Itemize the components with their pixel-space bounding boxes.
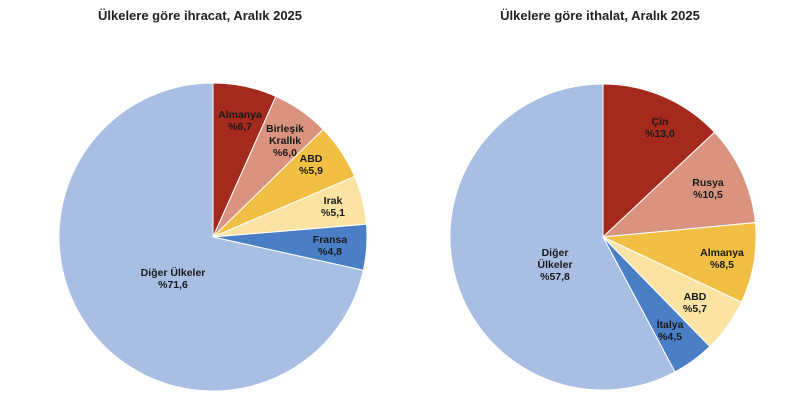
pie-slice-diğer xyxy=(449,83,676,391)
slice-label-almanya: Almanya %6,7 xyxy=(218,109,262,133)
export-pie-chart: Ülkelere göre ihracat, Aralık 2025 Alman… xyxy=(58,8,368,392)
pie-slice-çin xyxy=(602,83,716,239)
slice-label-abd: ABD %5,9 xyxy=(299,153,323,177)
slice-label-diğer-ülkeler: Diğer Ülkeler %71,6 xyxy=(141,266,206,291)
import-pie-chart: Ülkelere göre ithalat, Aralık 2025 Çin %1… xyxy=(400,0,800,405)
pie-slice-diğer-ülkeler xyxy=(58,82,364,392)
chart-title: Ülkelere göre ihracat, Aralık 2025 xyxy=(97,8,303,23)
pie-slice-rusya xyxy=(601,131,756,238)
slice-label-irak: Irak %5,1 xyxy=(321,195,345,219)
import-pie-svg: Çin %13,0 Rusya %10,5 Almanya %8,5 ABD %5,7 İtal… xyxy=(449,83,757,391)
export-pie-svg: Almanya %6,7 Birleşik Krallık %6,0 ABD %5,9 Ira… xyxy=(58,82,368,392)
slice-label-fransa: Fransa %4,8 xyxy=(313,234,348,258)
chart-title: Ülkelere göre ithalat, Aralık 2025 xyxy=(500,8,700,23)
slice-label-çin: Çin %13,0 xyxy=(645,116,675,140)
slice-label-diğer: Diğer Ülkeler %57,8 xyxy=(537,247,572,283)
slice-label-birleşik: Birleşik Krallık %6,0 xyxy=(266,123,304,159)
slice-label-abd: ABD %5,7 xyxy=(683,291,707,315)
slice-label-almanya: Almanya %8,5 xyxy=(700,247,744,271)
slice-label-i-talya: İtalya %4,5 xyxy=(657,318,684,343)
slice-label-rusya: Rusya %10,5 xyxy=(692,177,724,201)
